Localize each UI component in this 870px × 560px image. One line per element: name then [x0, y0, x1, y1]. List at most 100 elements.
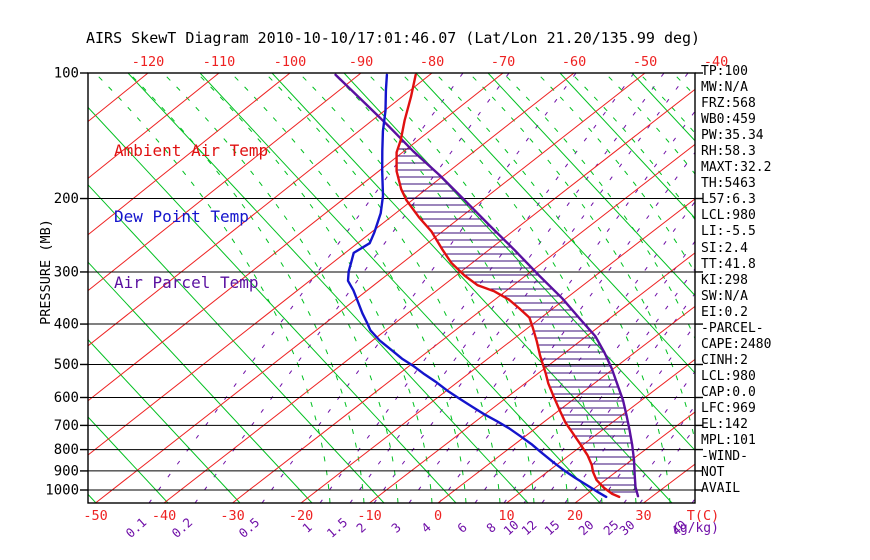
- pressure-tick-label: 500: [54, 357, 79, 373]
- saturated-adiabat-line: [332, 73, 569, 503]
- saturated-adiabat-line: [400, 73, 637, 503]
- temp-top-tick-label: -110: [203, 54, 236, 70]
- temp-bottom-tick-label: 30: [635, 508, 651, 524]
- pressure-tick-label: 200: [54, 191, 79, 207]
- isotherm-line: [300, 198, 695, 503]
- stat-line: CINH:2: [701, 352, 748, 368]
- isotherm-line: [369, 252, 695, 503]
- stat-line: MAXT:32.2: [701, 160, 772, 176]
- saturated-adiabat-line: [366, 73, 603, 503]
- stat-line: EI:0.2: [701, 304, 748, 320]
- stat-line: PW:35.34: [701, 128, 764, 144]
- temp-bottom-tick-label: 10: [498, 508, 514, 524]
- mixing-ratio-tick-label: 6: [454, 520, 470, 536]
- stat-line: LCL:980: [701, 368, 756, 384]
- temp-top-tick-label: -100: [274, 54, 307, 70]
- isotherm-line: [88, 73, 504, 402]
- dry-adiabat-line: [88, 106, 457, 503]
- dry-adiabat-line: [88, 416, 169, 503]
- temp-top-tick-label: -70: [491, 54, 515, 70]
- temp-bottom-tick-label: 20: [567, 508, 583, 524]
- saturated-adiabat-line: [264, 73, 501, 503]
- stat-line: SI:2.4: [701, 240, 748, 256]
- temp-bottom-tick-label: -50: [83, 508, 107, 524]
- temp-unit-label: T(C): [687, 508, 720, 524]
- dry-adiabat-line: [559, 73, 695, 219]
- isotherm-line: [88, 73, 220, 180]
- isotherm-line: [95, 73, 646, 503]
- isotherm-line: [88, 73, 291, 236]
- dry-adiabat-line: [271, 73, 673, 503]
- mixing-ratio-tick-label: 12: [518, 517, 539, 538]
- saturated-adiabat-line: [128, 73, 365, 503]
- pressure-tick-label: 400: [54, 317, 79, 333]
- dry-adiabat-line: [487, 73, 695, 297]
- dry-adiabat-line: [127, 73, 529, 503]
- stat-line: EL:142: [701, 417, 748, 433]
- temp-top-tick-label: -50: [633, 54, 657, 70]
- temp-top-tick-label: -60: [562, 54, 586, 70]
- stat-line: MPL:101: [701, 433, 756, 449]
- stat-line: KI:298: [701, 272, 748, 288]
- stat-line: LFC:969: [701, 400, 756, 416]
- stat-line: TH:5463: [701, 176, 756, 192]
- mixing-ratio-tick-label: 25: [600, 517, 621, 538]
- pressure-tick-label: 100: [54, 66, 79, 82]
- mixing-ratio-line: [261, 73, 577, 503]
- mixing-ratio-tick-label: 40: [668, 517, 689, 538]
- mixing-ratio-tick-label: 20: [575, 517, 596, 538]
- plot-area: [0, 73, 695, 503]
- temp-bottom-tick-label: -20: [289, 508, 313, 524]
- saturated-adiabat-line: [434, 73, 671, 503]
- saturated-adiabat-line: [230, 73, 467, 503]
- stat-line: -PARCEL-: [701, 320, 764, 336]
- saturated-adiabat-line: [298, 73, 535, 503]
- mixing-ratio-tick-label: 3: [388, 520, 404, 536]
- pressure-tick-label: 300: [54, 264, 79, 280]
- dewpoint-curve: [346, 73, 608, 499]
- legend-parcel-label: Air Parcel Temp: [114, 273, 259, 292]
- stat-line: WB0:459: [701, 112, 756, 128]
- temp-top-tick-label: -90: [349, 54, 373, 70]
- isotherm-line: [88, 73, 575, 456]
- saturated-adiabat-line: [162, 73, 399, 503]
- isotherm-line: [88, 73, 433, 347]
- isotherm-line: [163, 88, 695, 503]
- temp-bottom-tick-label: -30: [220, 508, 244, 524]
- isotherm-line: [506, 358, 695, 503]
- parcel-curve: [334, 73, 640, 498]
- stat-line: -WIND-: [701, 449, 748, 465]
- mixing-ratio-tick-label: 4: [418, 520, 434, 536]
- stat-line: LI:-5.5: [701, 224, 756, 240]
- saturated-adiabat-line: [196, 73, 433, 503]
- legend: Ambient Air Temp Dew Point Temp Air Parc…: [114, 96, 268, 316]
- chart-title: AIRS SkewT Diagram 2010-10-10/17:01:46.0…: [86, 29, 701, 47]
- pressure-tick-label: 600: [54, 390, 79, 406]
- mixing-unit-label: (g/kg): [672, 521, 719, 536]
- mixing-ratio-tick-label: 10: [500, 517, 521, 538]
- mixing-ratio-tick-label: 30: [616, 517, 637, 538]
- temp-top-tick-label: -40: [704, 54, 728, 70]
- isotherm-line: [574, 411, 695, 503]
- temp-bottom-tick-label: -40: [152, 508, 176, 524]
- stats-panel: TP:100 MW:N/A FRZ:568 WB0:459 PW:35.34 RH:58.…: [701, 64, 866, 497]
- stat-line: L57:6.3: [701, 192, 756, 208]
- stat-line: CAP:0.0: [701, 384, 756, 400]
- dry-adiabat-line: [199, 73, 601, 503]
- pressure-axis-label: PRESSURE (MB): [38, 219, 54, 325]
- legend-dewpoint-label: Dew Point Temp: [114, 207, 249, 226]
- temp-top-tick-label: -120: [132, 54, 165, 70]
- mixing-ratio-tick-label: 15: [541, 517, 562, 538]
- mixing-ratio-line: [349, 73, 665, 503]
- dry-adiabat-line: [343, 73, 695, 452]
- temp-bottom-tick-label: 0: [434, 508, 442, 524]
- ambient-temp-curve: [395, 73, 621, 499]
- mixing-ratio-tick-label: 8: [483, 520, 499, 536]
- dry-adiabat-line: [88, 338, 241, 503]
- dry-adiabat-line: [88, 261, 313, 503]
- isotherm-line: [0, 73, 6, 503]
- stat-line: SW:N/A: [701, 288, 748, 304]
- mixing-ratio-line: [408, 110, 695, 503]
